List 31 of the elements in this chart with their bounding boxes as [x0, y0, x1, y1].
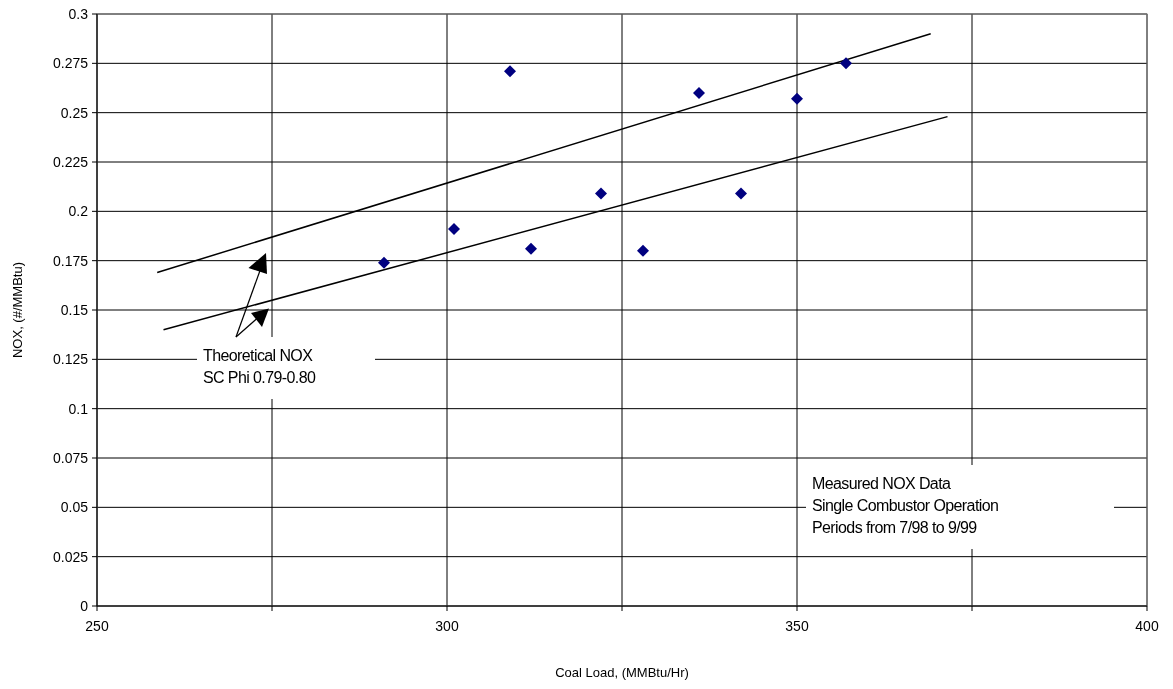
point [448, 223, 460, 236]
point [378, 256, 390, 269]
y-tick-label: 0.1 [68, 400, 89, 417]
point [637, 244, 649, 257]
point [791, 92, 803, 105]
point [525, 242, 537, 255]
y-tick-label: 0.3 [68, 6, 89, 22]
point [735, 187, 747, 200]
x-axis-title: Coal Load, (MMBtu/Hr) [555, 665, 689, 680]
y-tick-label: 0.05 [60, 499, 89, 516]
y-tick-label: 0.125 [52, 351, 89, 368]
y-tick-label: 0.275 [52, 55, 89, 72]
x-tick-label: 250 [85, 618, 109, 634]
y-axis-title: NOX, (#/MMBtu) [10, 261, 25, 359]
x-tick-label: 400 [1135, 618, 1159, 634]
x-tick-label: 300 [435, 618, 459, 634]
y-tick-label: 0.2 [68, 203, 89, 220]
point [504, 65, 516, 78]
y-tick-label: 0.15 [60, 302, 89, 318]
y-tick-label: 0.25 [60, 104, 89, 121]
annotation: Measured NOX Data Single Combustor Operation Periods from 7/98 to 9/99 [812, 475, 999, 536]
y-tick-label: 0 [80, 598, 89, 614]
x-tick-label: 350 [785, 618, 809, 634]
y-tick-label: 0.225 [52, 154, 89, 170]
point [693, 86, 705, 99]
point [595, 187, 607, 200]
y-tick-label: 0.025 [52, 548, 89, 565]
annotation: Theoretical NOX SC Phi 0.79-0.80 [203, 347, 316, 386]
point [840, 57, 852, 70]
y-tick-label: 0.175 [52, 252, 89, 269]
y-tick-label: 0.075 [52, 450, 89, 466]
